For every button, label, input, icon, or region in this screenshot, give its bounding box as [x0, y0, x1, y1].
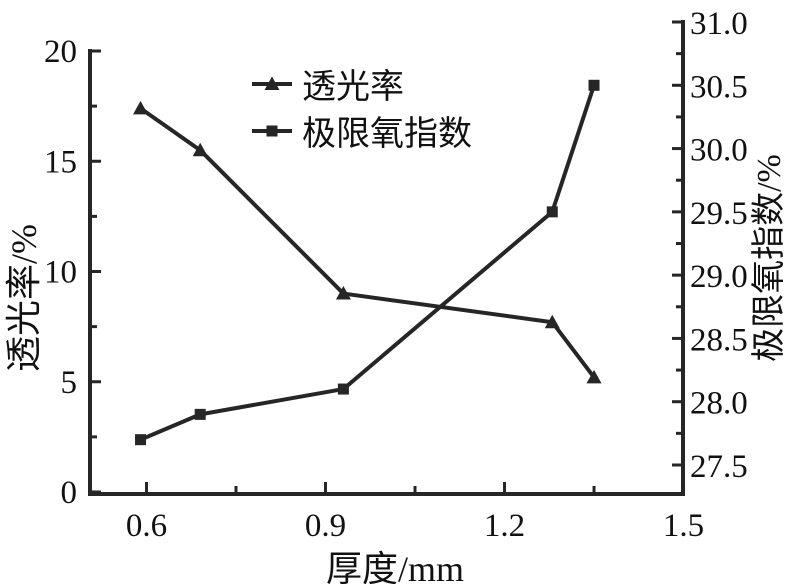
left-axis-title: 透光率/%	[4, 224, 44, 372]
data-point-square-loi	[135, 434, 147, 446]
square-marker-line-icon	[252, 125, 292, 136]
data-point-square-loi	[588, 79, 600, 91]
left-tick-label: 20	[44, 34, 77, 70]
left-tick-label: 0	[61, 475, 78, 511]
left-tick-label: 5	[61, 365, 78, 401]
data-point-triangle-transmittance	[586, 369, 602, 384]
data-point-square-loi	[194, 408, 206, 420]
right-tick-label: 27.5	[690, 449, 748, 485]
legend: 透光率 极限氧指数	[251, 60, 472, 154]
right-tick-label: 29.0	[690, 259, 748, 295]
data-point-triangle-transmittance	[133, 100, 149, 115]
right-tick-label: 30.5	[690, 69, 748, 105]
left-tick-label: 15	[44, 144, 77, 180]
triangle-marker-line-icon	[252, 76, 292, 90]
legend-label-transmittance: 透光率	[302, 69, 404, 106]
legend-item-transmittance: 透光率	[251, 60, 472, 107]
x-axis-title: 厚度/mm	[325, 549, 464, 584]
data-point-square-loi	[337, 383, 349, 395]
x-tick-label: 0.9	[305, 508, 346, 544]
right-tick-label: 30.0	[690, 133, 748, 169]
right-tick-label: 28.0	[690, 386, 748, 422]
right-tick-label: 29.5	[690, 196, 748, 232]
legend-item-loi: 极限氧指数	[251, 107, 472, 154]
data-point-triangle-transmittance	[544, 314, 560, 329]
right-axis-title: 极限氧指数/%	[751, 154, 788, 362]
right-tick-label: 28.5	[690, 322, 748, 358]
x-tick-label: 1.5	[663, 508, 704, 544]
right-tick-label: 31.0	[690, 6, 748, 42]
x-tick-label: 0.6	[126, 508, 167, 544]
x-tick-label: 1.2	[484, 508, 525, 544]
data-point-triangle-transmittance	[335, 286, 351, 300]
data-point-square-loi	[546, 206, 558, 218]
left-tick-label: 10	[44, 255, 77, 291]
legend-label-loi: 极限氧指数	[302, 116, 472, 153]
data-point-triangle-transmittance	[192, 142, 208, 157]
